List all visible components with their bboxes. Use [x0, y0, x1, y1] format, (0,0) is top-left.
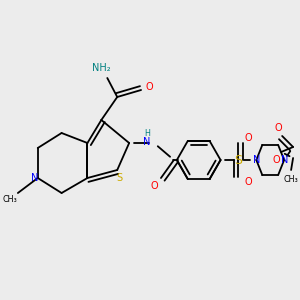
Text: N: N — [143, 137, 151, 147]
Text: S: S — [234, 154, 242, 166]
Text: S: S — [116, 173, 122, 183]
Text: N: N — [31, 173, 38, 183]
Text: CH₃: CH₃ — [284, 176, 298, 184]
Text: N: N — [253, 155, 260, 165]
Text: O: O — [244, 133, 252, 143]
Text: NH₂: NH₂ — [92, 63, 111, 73]
Text: O: O — [274, 123, 282, 133]
Text: O: O — [145, 82, 153, 92]
Text: N: N — [281, 155, 289, 165]
Text: H: H — [144, 128, 150, 137]
Text: O: O — [150, 181, 158, 191]
Text: O: O — [244, 177, 252, 187]
Text: O: O — [272, 155, 280, 165]
Text: CH₃: CH₃ — [3, 196, 17, 205]
